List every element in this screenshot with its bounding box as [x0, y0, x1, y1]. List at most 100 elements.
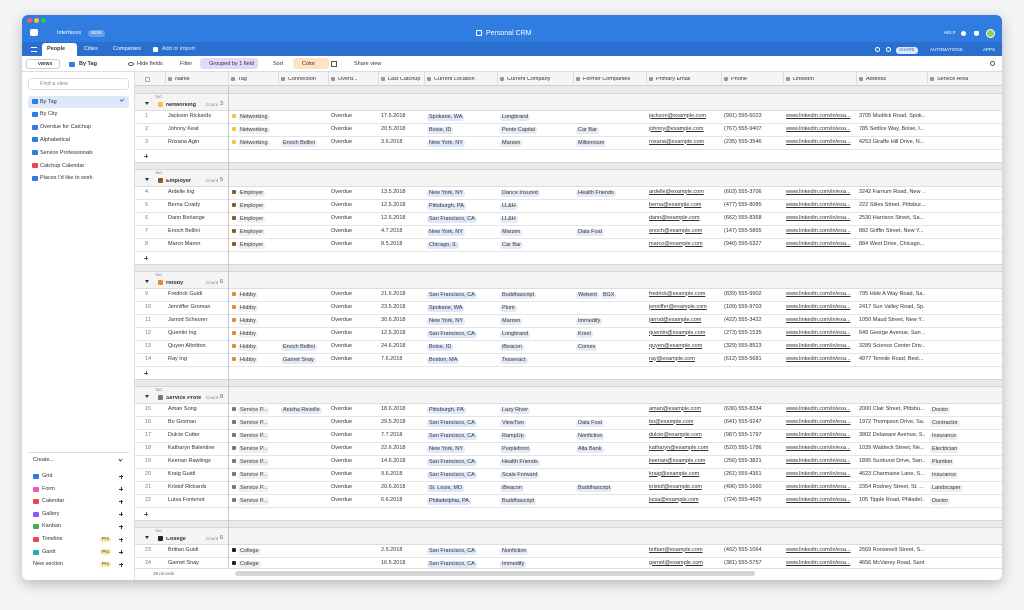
cell-text[interactable]: 12.6.2018: [381, 214, 406, 221]
linked-record[interactable]: Insurance: [930, 432, 959, 440]
tab[interactable]: Companies: [113, 46, 141, 52]
tag-pill[interactable]: Employer: [238, 189, 266, 197]
location-pill[interactable]: San Francisco, CA: [427, 291, 477, 299]
cell-text[interactable]: 4253 Giraffe Hill Drive, N...: [859, 138, 925, 145]
column-header[interactable]: Connection: [288, 76, 316, 82]
cell-text[interactable]: berna@example.com: [649, 201, 702, 208]
cell-text[interactable]: Overdue: [331, 405, 353, 412]
view-item[interactable]: By Tag: [40, 98, 57, 105]
cell-text[interactable]: (273) 555-1535: [724, 329, 762, 336]
cell-text[interactable]: www.linkedin.com/in/exa...: [786, 559, 851, 566]
column-header[interactable]: Phone: [731, 76, 747, 82]
location-pill[interactable]: San Francisco, CA: [427, 547, 477, 555]
cell-text[interactable]: 3802 Delaware Avenue, S...: [859, 431, 925, 438]
cell-text[interactable]: quyen@example.com: [649, 342, 703, 349]
cell-text[interactable]: Fredrick Guidi: [168, 290, 203, 297]
cell-text[interactable]: Kristof Rickards: [168, 483, 207, 490]
location-pill[interactable]: New York, NY: [427, 317, 465, 325]
linked-record[interactable]: Tesseract: [500, 356, 528, 364]
location-pill[interactable]: New York, NY: [427, 139, 465, 147]
location-pill[interactable]: New York, NY: [427, 228, 465, 236]
location-pill[interactable]: San Francisco, CA: [427, 432, 477, 440]
share-button[interactable]: SHARE: [896, 47, 918, 54]
view-name[interactable]: By Tag: [79, 60, 97, 67]
cell-text[interactable]: luisa@example.com: [649, 496, 699, 503]
linked-record[interactable]: Marzen: [500, 228, 523, 236]
cell-text[interactable]: 3242 Farnum Road, New ...: [859, 188, 925, 195]
cell-text[interactable]: www.linkedin.com/in/exa...: [786, 405, 851, 412]
cell-text[interactable]: Keenan Rawlings: [168, 457, 211, 464]
cell-text[interactable]: 4623 Charmaine Lane, S...: [859, 470, 925, 477]
cell-text[interactable]: 29.5.2018: [381, 418, 406, 425]
column-header[interactable]: Address: [866, 76, 887, 82]
cell-text[interactable]: 12.5.2018: [381, 329, 406, 336]
cell-text[interactable]: 2669 Roosevelt Street, S...: [859, 546, 925, 553]
column-header[interactable]: LinkedIn: [793, 76, 814, 82]
create-item[interactable]: Timeline: [42, 536, 63, 542]
cell-text[interactable]: Jenniffer Groman: [168, 303, 211, 310]
app-menu[interactable]: Interfaces: [57, 30, 82, 36]
tag-pill[interactable]: Service P...: [238, 497, 270, 505]
cell-text[interactable]: jenniffer@example.com: [649, 303, 707, 310]
linked-record[interactable]: Immedify: [500, 560, 527, 568]
location-pill[interactable]: San Francisco, CA: [427, 560, 477, 568]
cell-text[interactable]: (724) 555-4625: [724, 496, 762, 503]
location-pill[interactable]: San Francisco, CA: [427, 215, 477, 223]
cell-text[interactable]: www.linkedin.com/in/exa...: [786, 316, 851, 323]
view-item[interactable]: Service Professionals: [40, 149, 93, 156]
cell-text[interactable]: 6.6.2018: [381, 496, 403, 503]
cell-text[interactable]: www.linkedin.com/in/exa...: [786, 227, 851, 234]
cell-text[interactable]: Overdue: [331, 138, 353, 145]
tag-pill[interactable]: Service P...: [238, 419, 270, 427]
linked-record[interactable]: Scale Forward: [500, 471, 540, 479]
cell-text[interactable]: www.linkedin.com/in/exa...: [786, 329, 851, 336]
cell-text[interactable]: 649 George Avenue, San ...: [859, 329, 925, 336]
tag-pill[interactable]: Service P...: [238, 445, 270, 453]
location-pill[interactable]: Philadelphia, PA: [427, 497, 471, 505]
cell-text[interactable]: www.linkedin.com/in/exa...: [786, 201, 851, 208]
linked-record[interactable]: Doctor: [930, 406, 951, 414]
cell-text[interactable]: 2417 Sun Valley Road, Sp...: [859, 303, 925, 310]
location-pill[interactable]: Spokane, WA: [427, 113, 465, 121]
location-pill[interactable]: Pittsburgh, PA: [427, 406, 466, 414]
cell-text[interactable]: jackson@example.com: [649, 112, 706, 119]
cell-text[interactable]: garnet@example.com: [649, 559, 703, 566]
cell-text[interactable]: www.linkedin.com/in/exa...: [786, 470, 851, 477]
tag-pill[interactable]: Service P...: [238, 432, 270, 440]
create-item[interactable]: Form: [42, 485, 55, 492]
cell-text[interactable]: (329) 555-8523: [724, 342, 762, 349]
cell-text[interactable]: Enoch Bellini: [168, 227, 200, 234]
cell-text[interactable]: Dulcie Cutter: [168, 431, 200, 438]
group[interactable]: Grouped by 1 field: [209, 60, 254, 67]
cell-text[interactable]: Overdue: [331, 483, 353, 490]
linked-record[interactable]: Garnet Snay: [281, 356, 316, 364]
cell-text[interactable]: Overdue: [331, 457, 353, 464]
cell-text[interactable]: Overdue: [331, 303, 353, 310]
cell-text[interactable]: www.linkedin.com/in/exa...: [786, 444, 851, 451]
create-item[interactable]: Kanban: [42, 523, 61, 530]
column-header[interactable]: Service Area: [937, 76, 969, 82]
cell-text[interactable]: Overdue: [331, 329, 353, 336]
apps[interactable]: APPS: [983, 46, 996, 52]
tag-pill[interactable]: College: [238, 560, 261, 568]
cell-text[interactable]: www.linkedin.com/in/exa...: [786, 303, 851, 310]
create-item[interactable]: Gallery: [42, 510, 60, 517]
linked-record[interactable]: Landscaper: [930, 484, 963, 492]
location-pill[interactable]: Boise, ID: [427, 343, 454, 351]
cell-text[interactable]: (147) 555-5865: [724, 227, 762, 234]
cell-text[interactable]: (767) 555-9407: [724, 125, 762, 132]
cell-text[interactable]: Aman Song: [168, 405, 197, 412]
cell-text[interactable]: 1050 Maud Street, New Y...: [859, 316, 925, 323]
cell-text[interactable]: Overdue: [331, 418, 353, 425]
color[interactable]: Color: [302, 60, 316, 67]
linked-record[interactable]: Data Foal: [576, 419, 604, 427]
cell-text[interactable]: Quyen Albritton: [168, 342, 206, 349]
cell-text[interactable]: katharyn@example.com: [649, 444, 709, 451]
location-pill[interactable]: Boston, MA: [427, 356, 460, 364]
cell-text[interactable]: fredrick@example.com: [649, 290, 706, 297]
create-item[interactable]: New section: [33, 561, 63, 568]
cell-text[interactable]: (641) 555-9247: [724, 418, 762, 425]
cell-text[interactable]: bo@example.com: [649, 418, 694, 425]
cell-text[interactable]: Quentin Ing: [168, 329, 197, 336]
view-item[interactable]: Alphabetical: [40, 136, 70, 143]
